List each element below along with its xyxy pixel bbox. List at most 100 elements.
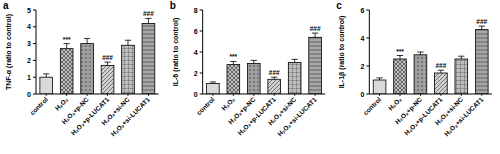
error-bar xyxy=(210,82,216,84)
x-tick xyxy=(481,94,482,96)
x-tick xyxy=(87,94,88,96)
y-tick-label: 0 xyxy=(27,91,31,98)
bar xyxy=(207,84,220,95)
bar xyxy=(81,44,94,94)
y-axis xyxy=(369,10,370,94)
significance: ### xyxy=(143,10,154,17)
y-tick-label: 3 xyxy=(27,40,31,47)
error-bar xyxy=(397,56,403,60)
x-tick-label: H₂O₂ xyxy=(387,96,403,112)
bars xyxy=(207,33,322,94)
y-axis-label: IL-1β (ratio to control) xyxy=(338,16,346,89)
bar xyxy=(414,55,427,94)
bar xyxy=(309,37,322,94)
error-bar xyxy=(84,39,90,44)
bar xyxy=(101,65,114,94)
significance: ### xyxy=(102,54,113,61)
y-tick xyxy=(200,73,203,74)
significance: ### xyxy=(269,69,280,76)
error-bar xyxy=(291,59,297,62)
figure: a TNF-α (ratio to control) *** ### ### 0 1 2 3 4 5… xyxy=(0,0,500,154)
y-tick xyxy=(366,94,369,95)
significance: ### xyxy=(310,25,321,32)
error-bar xyxy=(43,74,49,77)
bar xyxy=(60,49,73,94)
panel: a TNF-α (ratio to control) *** ### ### 0 1 2 3 4 5… xyxy=(3,0,159,138)
bar xyxy=(268,79,281,94)
error-bar xyxy=(376,78,382,80)
x-tick-label: H₂O₂ xyxy=(220,96,236,112)
y-tick xyxy=(33,77,36,78)
x-tick xyxy=(233,94,234,96)
significance: *** xyxy=(396,48,404,55)
error-bar xyxy=(458,56,464,59)
bar xyxy=(247,64,260,94)
error-bar xyxy=(251,60,257,63)
x-tick xyxy=(461,94,462,96)
error-bar xyxy=(417,52,423,55)
y-axis-label: IL-6 (ratio to control) xyxy=(172,18,180,86)
y-tick-label: 1 xyxy=(27,74,31,81)
x-tick xyxy=(128,94,129,96)
y-tick xyxy=(33,60,36,61)
x-tick-label: control xyxy=(195,96,216,117)
x-axis xyxy=(36,94,159,95)
bar xyxy=(455,59,468,94)
y-tick xyxy=(366,10,369,11)
bar xyxy=(475,30,488,94)
y-tick xyxy=(200,94,203,95)
x-tick xyxy=(212,94,213,96)
x-tick-label: H₂O₂+si-LUCAT1 xyxy=(276,95,318,137)
significance: ### xyxy=(435,62,446,69)
x-tick xyxy=(46,94,47,96)
error-bar xyxy=(125,40,131,45)
x-tick xyxy=(420,94,421,96)
x-axis xyxy=(203,94,326,95)
x-tick xyxy=(294,94,295,96)
bar xyxy=(394,59,407,94)
x-tick-label: H₂O₂ xyxy=(53,96,69,112)
x-tick xyxy=(440,94,441,96)
bar xyxy=(435,73,448,94)
error-bar xyxy=(479,26,485,30)
x-tick xyxy=(315,94,316,96)
bar xyxy=(40,77,53,94)
x-tick xyxy=(66,94,67,96)
x-tick-label: control xyxy=(28,96,49,117)
bars xyxy=(40,18,155,94)
y-tick-label: 2 xyxy=(27,57,31,64)
error-bar xyxy=(312,33,318,37)
y-tick-label: 4 xyxy=(27,23,31,30)
error-bar xyxy=(438,70,444,73)
x-tick xyxy=(400,94,401,96)
y-tick-label: 6 xyxy=(360,7,364,14)
y-tick xyxy=(200,52,203,53)
significance: *** xyxy=(63,36,71,43)
error-bar xyxy=(104,62,110,65)
y-tick xyxy=(33,94,36,95)
y-axis xyxy=(36,10,37,94)
y-tick xyxy=(366,66,369,67)
error-bar xyxy=(145,18,151,23)
panel: bIL-6 (ratio to control)***######02468co… xyxy=(170,0,326,138)
x-tick-label: H₂O₂+si-LUCAT1 xyxy=(443,95,485,137)
y-tick xyxy=(33,10,36,11)
y-tick xyxy=(200,31,203,32)
x-axis xyxy=(369,94,492,95)
y-tick-label: 5 xyxy=(27,7,31,14)
y-tick xyxy=(33,26,36,27)
y-tick-label: 0 xyxy=(360,91,364,98)
y-tick-label: 8 xyxy=(194,7,198,14)
panel-title: b xyxy=(170,0,176,11)
y-tick xyxy=(33,43,36,44)
y-axis-label: TNF-α (ratio to control) xyxy=(5,14,13,90)
panel-title: c xyxy=(336,0,342,11)
bar xyxy=(227,65,240,94)
panel-title: a xyxy=(3,0,9,11)
y-tick-label: 4 xyxy=(360,35,364,42)
bar xyxy=(122,45,135,94)
bar xyxy=(373,80,386,94)
y-tick-label: 0 xyxy=(194,91,198,98)
significance: ### xyxy=(476,18,487,25)
bar xyxy=(142,23,155,94)
